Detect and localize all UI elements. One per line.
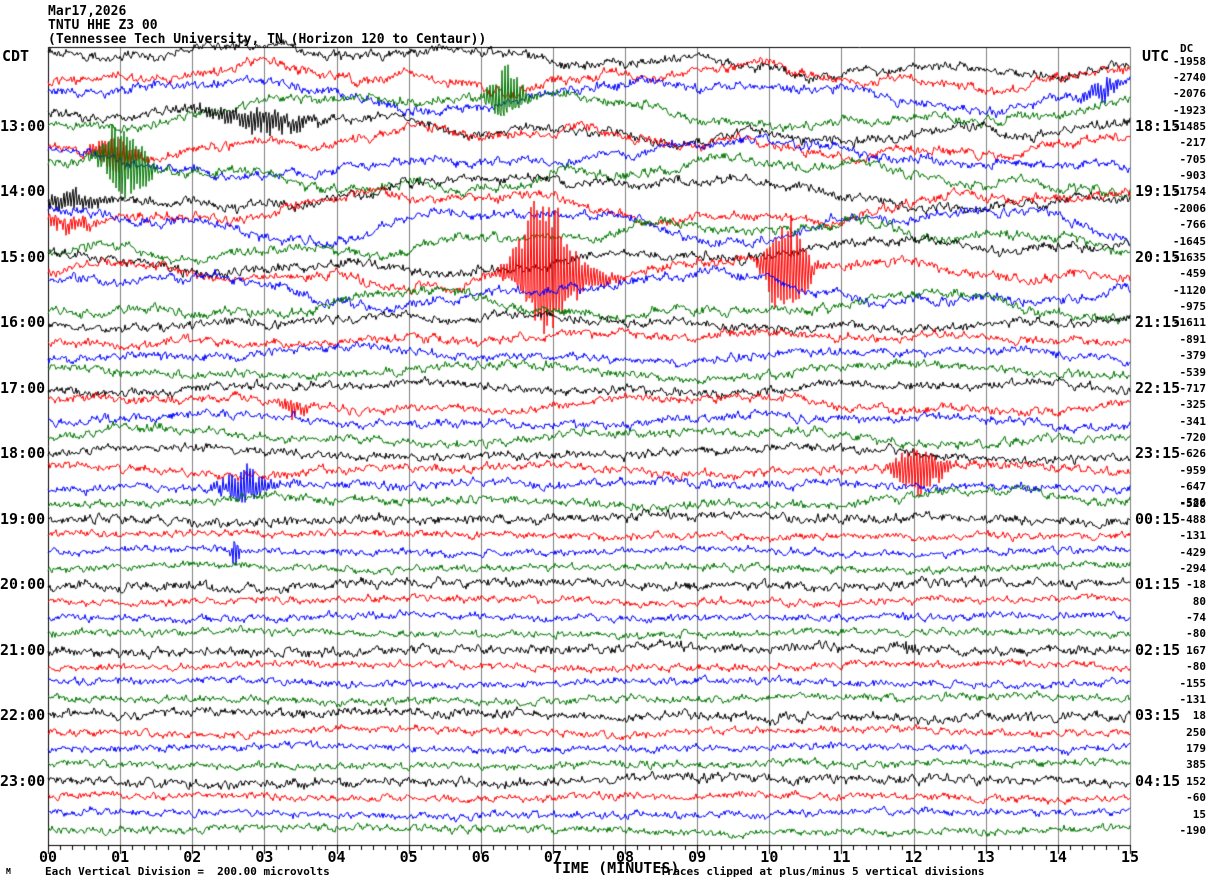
utc-label-2015: 20:15 xyxy=(1135,247,1181,266)
dc-label-row-22: -341 xyxy=(1179,414,1207,428)
dc-label-row-8: -1754 xyxy=(1172,185,1206,199)
utc-label-2315: 23:15 xyxy=(1135,444,1181,463)
dc-label-row-25: -959 xyxy=(1179,463,1207,477)
dc-label-row-26: -647 xyxy=(1179,480,1207,494)
dc-label-row-46: 15 xyxy=(1192,807,1206,821)
dc-label-row-5: -217 xyxy=(1179,136,1207,150)
x-tick-label-10: 10 xyxy=(760,848,779,866)
cdt-label-2000: 20:00 xyxy=(0,575,46,594)
dc-label-overprint: -520 xyxy=(1179,497,1207,511)
dc-label-row-41: 250 xyxy=(1186,725,1206,739)
dc-label-row-7: -903 xyxy=(1179,169,1207,183)
footer-clipping-note: Traces clipped at plus/minus 5 vertical … xyxy=(660,865,985,878)
cdt-label-2100: 21:00 xyxy=(0,640,46,659)
x-tick-label-15: 15 xyxy=(1120,848,1140,866)
dc-label-row-45: -60 xyxy=(1186,791,1206,805)
cdt-label-2300: 23:00 xyxy=(0,771,46,790)
utc-label-1815: 18:15 xyxy=(1135,116,1181,135)
utc-label-1915: 19:15 xyxy=(1135,182,1181,201)
dc-label-row-29: -131 xyxy=(1179,529,1207,543)
x-tick-label-02: 02 xyxy=(183,848,202,866)
x-tick-label-07: 07 xyxy=(543,848,562,866)
dc-label-row-36: 167 xyxy=(1186,643,1206,657)
dc-label-row-33: 80 xyxy=(1192,594,1206,608)
dc-label-row-28: -488 xyxy=(1179,512,1207,526)
corner-watermark: M xyxy=(6,867,11,876)
x-tick-label-03: 03 xyxy=(255,848,274,866)
dc-label-row-38: -155 xyxy=(1179,676,1207,690)
utc-label-0315: 03:15 xyxy=(1135,706,1181,725)
x-tick-label-04: 04 xyxy=(327,848,346,866)
cdt-label-1300: 13:00 xyxy=(0,116,46,135)
dc-label-row-34: -74 xyxy=(1186,611,1206,625)
x-tick-label-05: 05 xyxy=(399,848,418,866)
title-date: Mar17,2026 xyxy=(48,4,127,19)
x-axis-label: TIME (MINUTES) xyxy=(553,859,680,877)
x-tick-label-14: 14 xyxy=(1048,848,1067,866)
cdt-label-1800: 18:00 xyxy=(0,444,46,463)
x-tick-label-01: 01 xyxy=(111,848,130,866)
dc-label-row-43: 385 xyxy=(1186,758,1206,772)
dc-label-row-13: -459 xyxy=(1179,267,1207,281)
cdt-label-1900: 19:00 xyxy=(0,509,46,528)
x-tick-label-06: 06 xyxy=(471,848,490,866)
cdt-label-1500: 15:00 xyxy=(0,247,46,266)
x-tick-label-09: 09 xyxy=(688,848,707,866)
dc-label-row-31: -294 xyxy=(1179,561,1207,575)
dc-label-row-47: -190 xyxy=(1179,823,1207,837)
utc-label-0215: 02:15 xyxy=(1135,640,1181,659)
title-station: TNTU HHE Z3 00 xyxy=(48,18,158,33)
cdt-label-1400: 14:00 xyxy=(0,182,46,201)
dc-label-row-9: -2006 xyxy=(1172,201,1206,215)
dc-label-row-12: -1635 xyxy=(1172,250,1206,264)
dc-label-row-10: -766 xyxy=(1179,218,1207,232)
dc-label-row-19: -539 xyxy=(1179,365,1207,379)
x-tick-label-13: 13 xyxy=(976,848,995,866)
dc-label-row-24: -626 xyxy=(1179,447,1207,461)
dc-label-row-6: -705 xyxy=(1179,152,1207,166)
x-tick-label-12: 12 xyxy=(904,848,923,866)
x-tick-label-00: 00 xyxy=(38,848,58,866)
utc-label-0015: 00:15 xyxy=(1135,509,1181,528)
dc-label-row-32: -18 xyxy=(1186,578,1206,592)
utc-label-2215: 22:15 xyxy=(1135,378,1181,397)
dc-label-row-23: -720 xyxy=(1179,431,1207,444)
dc-label-row-11: -1645 xyxy=(1172,234,1206,248)
right-axis-header: UTC xyxy=(1142,47,1170,65)
dc-column-header: DC xyxy=(1180,42,1194,55)
dc-label-row-30: -429 xyxy=(1179,545,1207,559)
utc-label-0415: 04:15 xyxy=(1135,771,1181,790)
title-network: (Tennessee Tech University, TN (Horizon … xyxy=(48,32,487,47)
dc-label-row-0: -1958 xyxy=(1172,54,1206,68)
x-tick-label-11: 11 xyxy=(832,848,851,866)
cdt-label-1700: 17:00 xyxy=(0,378,46,397)
footer-scale-note: Each Vertical Division = 200.00 microvol… xyxy=(45,865,330,878)
dc-label-row-16: -1611 xyxy=(1172,316,1206,330)
dc-label-row-44: 152 xyxy=(1186,774,1206,788)
utc-label-0115: 01:15 xyxy=(1135,575,1181,594)
left-axis-header: CDT xyxy=(2,47,30,65)
dc-label-row-42: 179 xyxy=(1186,742,1206,756)
dc-label-row-21: -325 xyxy=(1179,398,1207,412)
dc-label-row-4: -1485 xyxy=(1172,119,1206,133)
utc-label-2115: 21:15 xyxy=(1135,313,1181,332)
x-tick-label-08: 08 xyxy=(616,848,635,866)
dc-label-row-35: -80 xyxy=(1186,627,1206,641)
dc-label-row-39: -131 xyxy=(1179,692,1207,706)
cdt-label-1600: 16:00 xyxy=(0,313,46,332)
dc-label-row-2: -2076 xyxy=(1172,87,1206,101)
dc-label-row-27: -586 xyxy=(1179,496,1207,510)
dc-label-row-18: -379 xyxy=(1179,349,1207,363)
dc-label-row-17: -891 xyxy=(1179,332,1207,346)
dc-label-row-40: 18 xyxy=(1192,709,1206,723)
dc-label-row-15: -975 xyxy=(1179,300,1207,314)
dc-label-row-1: -2740 xyxy=(1172,70,1206,84)
dc-label-row-20: -717 xyxy=(1179,381,1207,395)
dc-label-row-14: -1120 xyxy=(1172,283,1206,297)
dc-label-row-3: -1923 xyxy=(1172,103,1206,117)
dc-label-row-37: -80 xyxy=(1186,660,1206,674)
cdt-label-2200: 22:00 xyxy=(0,706,46,725)
